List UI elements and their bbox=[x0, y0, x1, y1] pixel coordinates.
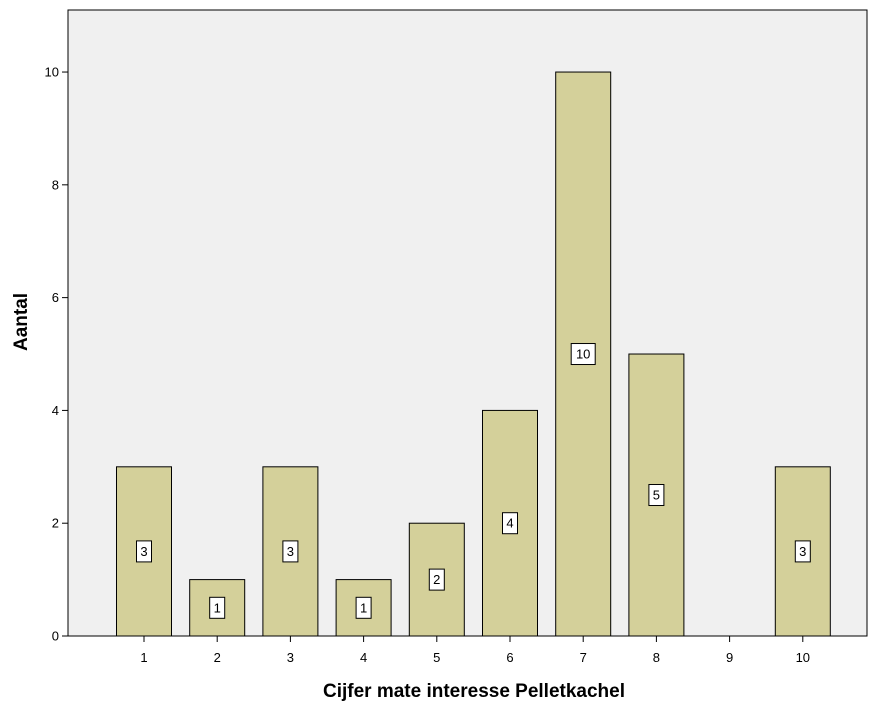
x-axis: 1 2 3 4 5 6 7 8 9 10 bbox=[140, 636, 810, 665]
x-tick-label: 1 bbox=[140, 650, 147, 665]
data-label-box bbox=[136, 540, 152, 563]
data-label: 3 bbox=[140, 544, 147, 559]
x-tick-label: 6 bbox=[506, 650, 513, 665]
x-tick-label: 4 bbox=[360, 650, 367, 665]
data-label-box bbox=[209, 596, 226, 619]
data-label: 1 bbox=[214, 600, 221, 615]
y-axis-title: Aantal bbox=[11, 293, 32, 351]
x-tick-label: 9 bbox=[726, 650, 733, 665]
plot-background bbox=[67, 9, 868, 637]
data-label-box bbox=[502, 512, 518, 535]
y-axis: 0 2 4 6 8 10 bbox=[45, 65, 68, 644]
data-label-box bbox=[794, 540, 811, 563]
y-tick-label: 10 bbox=[45, 65, 59, 80]
x-tick-label: 7 bbox=[580, 650, 587, 665]
data-label-box bbox=[648, 484, 665, 507]
x-axis-title: Cijfer mate interesse Pelletkachel bbox=[323, 681, 625, 702]
y-tick-label: 4 bbox=[52, 403, 59, 418]
x-tick-label: 10 bbox=[796, 650, 810, 665]
data-label-box bbox=[282, 540, 299, 563]
y-tick-label: 8 bbox=[52, 177, 59, 192]
data-label: 5 bbox=[653, 488, 660, 503]
data-label: 3 bbox=[287, 544, 294, 559]
bars-group: 3 1 3 1 2 4 10 5 3 bbox=[116, 71, 831, 637]
x-tick-label: 2 bbox=[214, 650, 221, 665]
x-tick-label: 8 bbox=[653, 650, 660, 665]
x-tick-label: 3 bbox=[287, 650, 294, 665]
data-label: 2 bbox=[433, 572, 440, 587]
data-label: 10 bbox=[576, 347, 590, 362]
data-label: 1 bbox=[360, 600, 367, 615]
data-label-box bbox=[570, 343, 596, 366]
data-label-box bbox=[428, 568, 445, 591]
data-label: 3 bbox=[799, 544, 806, 559]
data-label-box bbox=[355, 596, 372, 619]
x-tick-label: 5 bbox=[433, 650, 440, 665]
y-tick-label: 0 bbox=[52, 629, 59, 644]
y-tick-label: 6 bbox=[52, 290, 59, 305]
y-tick-label: 2 bbox=[52, 516, 59, 531]
data-label: 4 bbox=[506, 516, 513, 531]
